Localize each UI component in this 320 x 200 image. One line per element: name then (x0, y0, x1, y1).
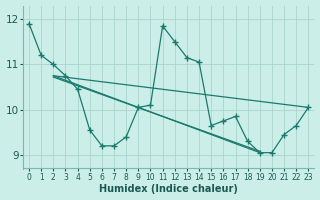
X-axis label: Humidex (Indice chaleur): Humidex (Indice chaleur) (99, 184, 238, 194)
